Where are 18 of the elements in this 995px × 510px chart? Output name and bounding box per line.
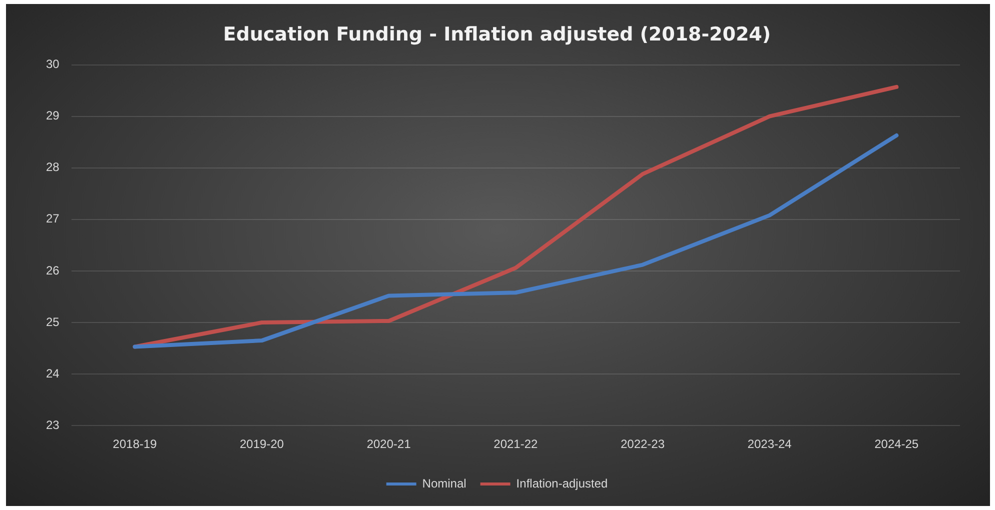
y-tick-label: 23: [46, 418, 60, 432]
x-tick-label: 2022-23: [620, 437, 665, 452]
x-tick-label: 2020-21: [366, 437, 412, 452]
y-tick-label: 26: [46, 263, 60, 278]
y-tick-label: 24: [46, 366, 60, 380]
y-tick-label: 25: [46, 314, 60, 329]
legend-label: Nominal: [422, 476, 466, 490]
y-tick-label: 27: [46, 212, 60, 226]
y-tick-label: 30: [46, 57, 60, 72]
x-tick-label: 2024-25: [874, 437, 919, 452]
chart-title: Education Funding - Inflation adjusted (2018-2024): [223, 23, 771, 46]
x-tick-label: 2023-24: [748, 437, 792, 452]
x-tick-label: 2018-19: [112, 437, 158, 452]
x-tick-label: 2019-20: [240, 437, 284, 452]
y-tick-label: 29: [46, 108, 60, 123]
x-tick-label: 2021-22: [494, 437, 538, 452]
legend-label: Inflation-adjusted: [516, 476, 608, 490]
y-tick-label: 28: [46, 160, 60, 174]
